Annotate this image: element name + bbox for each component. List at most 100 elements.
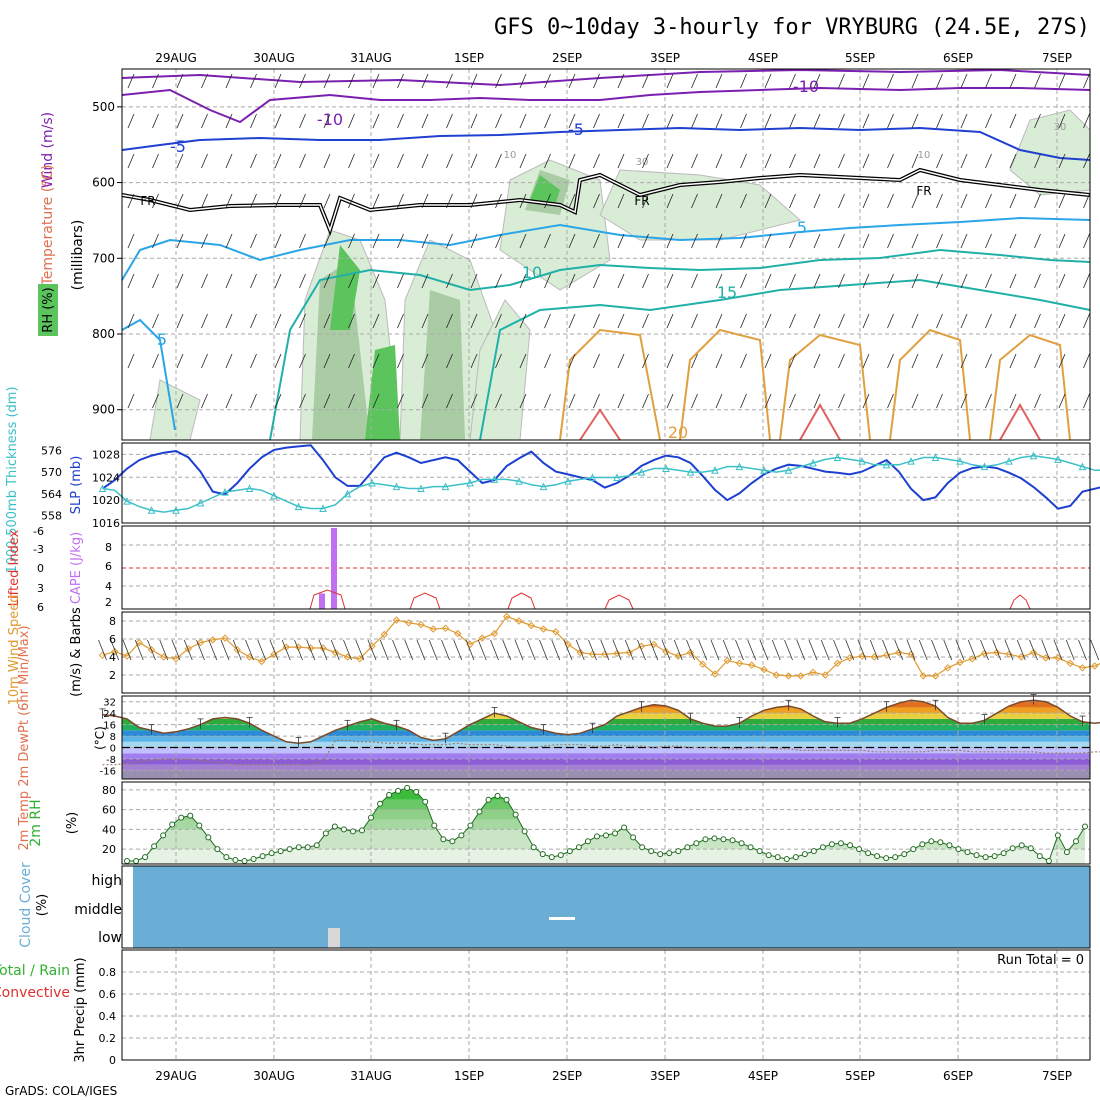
top-day-label: 31AUG	[350, 51, 392, 65]
wind-barb	[392, 639, 401, 661]
contour-label: -10	[317, 110, 343, 129]
rh-tick-label: 40	[102, 823, 116, 836]
wind-speed-marker	[429, 625, 437, 633]
rh-marker	[675, 848, 682, 855]
rh-marker	[349, 828, 356, 835]
wind-speed-marker	[797, 672, 805, 680]
wind-speed-marker	[1054, 654, 1062, 662]
wind-barb	[1058, 153, 1066, 169]
wind-barb	[470, 193, 478, 209]
wind-barb	[152, 153, 159, 169]
cloud-level-label: middle	[74, 902, 122, 918]
top-day-label: 3SEP	[650, 51, 680, 65]
rh-marker	[639, 844, 646, 851]
freezing-level-line-inner	[121, 169, 1091, 233]
thickness-marker	[686, 467, 695, 476]
wind-barb	[715, 193, 723, 209]
rh-marker	[657, 851, 664, 858]
wind-barb	[911, 73, 919, 89]
rh-marker	[1009, 845, 1016, 852]
precip-unit-label: 3hr Precip (mm)	[73, 957, 88, 1062]
wind-barb	[274, 193, 282, 209]
wind-barb	[808, 639, 818, 661]
rh-marker	[467, 822, 474, 829]
wind-barb	[372, 193, 380, 209]
wind-barb	[833, 639, 842, 661]
wind-barb	[250, 233, 257, 249]
wind-barb	[176, 353, 184, 369]
contour-label: 10	[522, 263, 542, 282]
wind-barb	[715, 233, 723, 249]
thickness-marker	[637, 467, 646, 476]
wind-barb	[813, 113, 821, 129]
wind-barb	[1083, 273, 1090, 289]
wind-barb	[201, 313, 208, 329]
rh-marker	[539, 851, 546, 858]
wind10m-panel: 2 4 6 8 10m Wind Speed (m/s) & Barbs	[7, 595, 1100, 705]
rh-marker	[621, 824, 628, 831]
wind-barb	[495, 233, 502, 249]
rh-marker	[512, 811, 519, 818]
wind-barb	[649, 639, 659, 661]
precip-frame	[121, 949, 1091, 1061]
wind-barb	[348, 73, 355, 89]
wind-barb	[127, 73, 135, 89]
wind-barb	[960, 313, 968, 329]
rh-marker	[874, 853, 881, 860]
wind-barb	[201, 193, 208, 209]
wind-barb	[740, 73, 747, 89]
contour-label: -10	[793, 77, 819, 96]
rh-axis-label: RH (%)	[41, 287, 56, 332]
thickness-marker	[858, 457, 866, 465]
wind-barb	[225, 313, 233, 329]
temperature-contour	[999, 402, 1041, 441]
wind-barb	[201, 273, 208, 289]
wind-barb	[299, 353, 306, 369]
wind-barb	[740, 313, 747, 329]
thickness-marker	[784, 466, 793, 474]
thickness-marker	[931, 453, 940, 462]
thickness-marker	[466, 478, 474, 487]
wind-barb	[470, 113, 478, 129]
wind-barb	[152, 193, 159, 209]
wind-barb	[201, 233, 208, 249]
rh-marker	[937, 839, 944, 846]
wind-barb	[176, 273, 184, 289]
wind-tick-label: 6	[109, 633, 116, 646]
wind-barb	[201, 153, 208, 169]
rh-marker	[530, 844, 537, 851]
wind-barb	[323, 313, 331, 329]
wind-barb	[918, 639, 928, 661]
wind-barb	[1009, 233, 1017, 249]
thickness-tick-label: 564	[41, 488, 62, 501]
cape-axis-label: CAPE (J/kg)	[69, 532, 84, 604]
wind-barb	[152, 73, 159, 89]
wind-barb	[911, 313, 919, 329]
wind-barb	[857, 639, 867, 661]
wind-speed-marker	[662, 647, 670, 656]
wind-barb	[446, 153, 453, 169]
top-day-label: 5SEP	[845, 51, 875, 65]
wind-barb	[201, 393, 208, 409]
wind-barb	[250, 73, 257, 89]
bottom-day-label: 4SEP	[748, 1069, 778, 1083]
bottom-day-label: 6SEP	[943, 1069, 973, 1083]
wind-barb	[1058, 313, 1066, 329]
rh-marker	[837, 840, 844, 847]
wind-barb	[617, 273, 625, 289]
wind-barb	[127, 193, 135, 209]
bottom-day-label: 29AUG	[155, 1069, 197, 1083]
wind-barb	[568, 153, 576, 169]
wind-barb	[936, 393, 943, 409]
rh-marker	[250, 856, 257, 863]
wind-barb	[470, 393, 478, 409]
wind-barb	[299, 233, 306, 249]
temp-tick-label: -8	[106, 755, 116, 766]
wind-barb	[372, 233, 380, 249]
wind-barb	[666, 193, 674, 209]
rh-marker	[747, 844, 754, 851]
cloud-cover-fill	[133, 866, 1090, 948]
wind-barb	[544, 393, 551, 409]
rh-marker	[286, 846, 293, 853]
temperature-contour	[989, 333, 1071, 441]
